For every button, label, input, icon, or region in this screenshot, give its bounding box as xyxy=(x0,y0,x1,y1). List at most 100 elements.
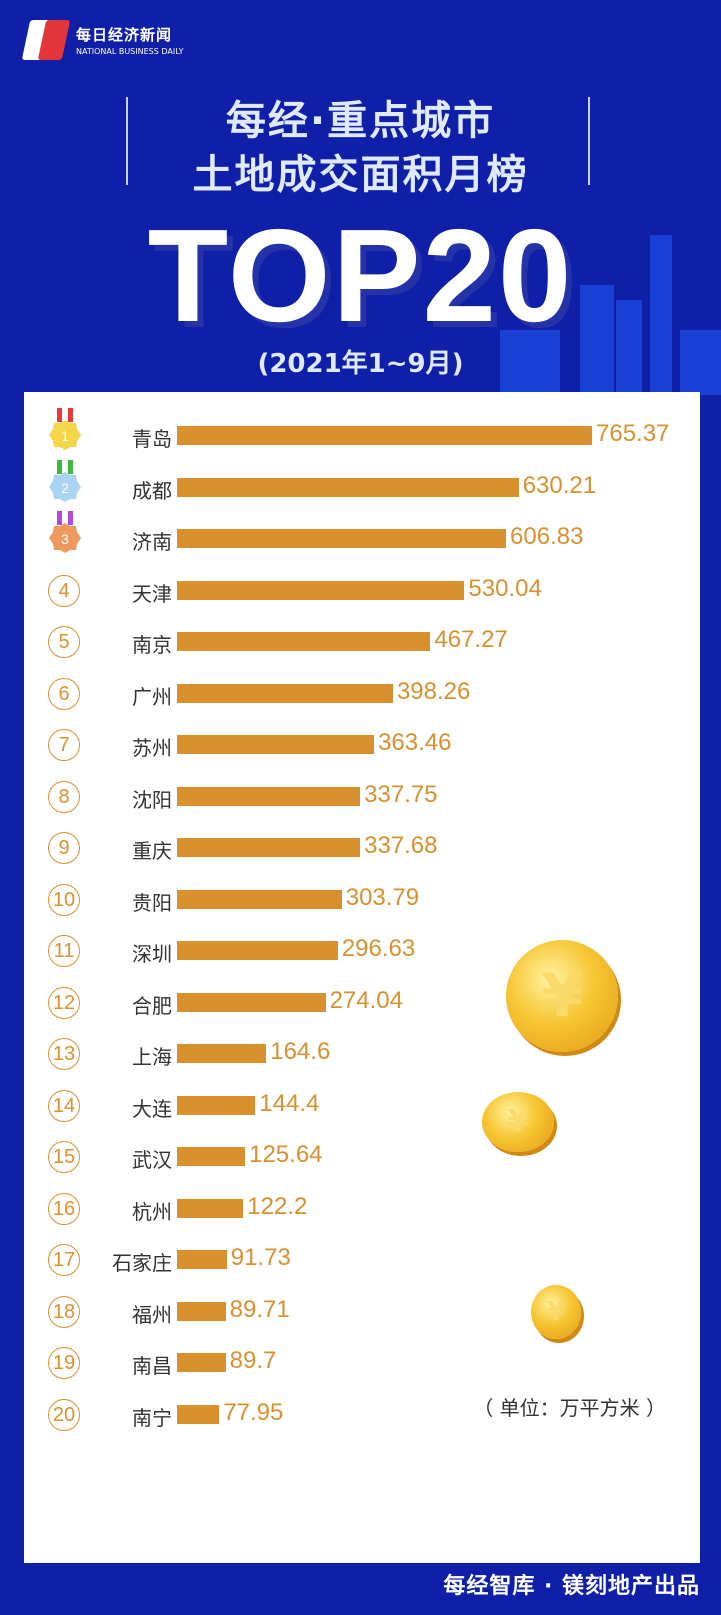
rank-badge: 12 xyxy=(48,986,80,1019)
bar xyxy=(177,1044,267,1063)
rank-badge: 5 xyxy=(48,626,80,658)
bar xyxy=(177,1353,226,1372)
value-label: 363.46 xyxy=(378,729,452,756)
value-label: 91.73 xyxy=(230,1244,291,1271)
rank-badge: 7 xyxy=(48,729,80,761)
value-label: 125.64 xyxy=(249,1141,323,1168)
rank-badge: 9 xyxy=(48,832,80,864)
value-label: 77.95 xyxy=(223,1398,284,1426)
divider-right xyxy=(588,97,590,185)
city-label: 重庆 xyxy=(132,839,172,863)
bar xyxy=(177,1250,227,1269)
value-label: 274.04 xyxy=(329,986,403,1014)
rank-badge: 15 xyxy=(48,1141,80,1173)
chart-row: 6 广州 398.26 xyxy=(24,674,700,714)
medal-rank: 1 xyxy=(61,428,69,444)
value-label: 765.37 xyxy=(596,420,670,447)
bar xyxy=(177,1404,220,1424)
footer-credit: 每经智库 · 镁刻地产出品 xyxy=(443,1574,700,1599)
chart-row: 19 南昌 89.7 xyxy=(24,1343,700,1383)
logo-cn: 每日经济新闻 xyxy=(76,26,173,44)
rank-badge: 6 xyxy=(48,677,80,710)
city-label: 成都 xyxy=(132,478,172,503)
value-label: 122.2 xyxy=(247,1192,308,1220)
coin-icon: ¥ xyxy=(506,940,618,1052)
bar xyxy=(177,632,431,651)
coin-icon: ¥ xyxy=(482,1092,554,1152)
chart-row: 8 沈阳 337.75 xyxy=(24,777,700,817)
bar xyxy=(177,683,393,703)
bar xyxy=(177,941,338,960)
city-label: 福州 xyxy=(132,1302,172,1327)
chart-row: 14 大连 144.4 xyxy=(24,1086,700,1126)
bar xyxy=(177,426,592,445)
value-label: 337.75 xyxy=(364,780,438,808)
city-label: 合肥 xyxy=(132,993,172,1018)
city-label: 南昌 xyxy=(132,1354,172,1378)
medal-rank: 2 xyxy=(61,480,69,496)
bar xyxy=(177,477,519,497)
bar xyxy=(177,889,342,909)
chart-row: 4 天津 530.04 xyxy=(24,571,700,611)
medal-rank: 3 xyxy=(61,531,69,547)
bar xyxy=(177,786,361,806)
skyline-building xyxy=(580,285,614,395)
chart-panel: 1 青岛 765.37 2 成都 630.21 3 济南 606.83 4 天津 530.… xyxy=(24,392,700,1563)
title-line2: 土地成交面积月榜 xyxy=(192,152,529,198)
bar xyxy=(177,735,375,754)
divider-left xyxy=(126,97,128,185)
bar xyxy=(177,838,361,857)
rank-badge: 18 xyxy=(48,1295,80,1328)
bar xyxy=(177,1198,244,1218)
chart-row: 7 苏州 363.46 xyxy=(24,725,700,765)
value-label: 296.63 xyxy=(341,935,416,962)
rank-badge: 8 xyxy=(48,780,80,813)
city-label: 沈阳 xyxy=(132,787,172,812)
chart-row: 12 合肥 274.04 xyxy=(24,983,700,1023)
value-label: 89.7 xyxy=(229,1347,277,1374)
bar xyxy=(177,580,465,600)
city-label: 武汉 xyxy=(132,1148,172,1172)
rank-badge: 11 xyxy=(48,935,80,967)
city-label: 广州 xyxy=(132,684,172,709)
chart-row: 20 南宁 77.95 xyxy=(24,1395,700,1435)
logo-en: NATIONAL BUSINESS DAILY xyxy=(76,47,184,56)
city-label: 南京 xyxy=(132,633,172,657)
chart-row: 13 上海 164.6 xyxy=(24,1034,700,1074)
chart-row: 17 石家庄 91.73 xyxy=(24,1240,700,1280)
bar xyxy=(177,1147,246,1166)
city-label: 杭州 xyxy=(132,1199,172,1224)
value-label: 303.79 xyxy=(345,883,420,911)
medal-1-icon: 1 xyxy=(49,408,81,450)
value-label: 467.27 xyxy=(434,626,508,653)
chart-row: 5 南京 467.27 xyxy=(24,622,700,662)
rank-badge: 16 xyxy=(48,1192,80,1225)
value-label: 530.04 xyxy=(468,574,542,602)
bar xyxy=(177,1095,256,1115)
city-label: 济南 xyxy=(132,530,172,554)
rank-badge: 19 xyxy=(48,1347,80,1379)
city-label: 大连 xyxy=(132,1096,172,1121)
city-label: 苏州 xyxy=(132,736,172,760)
chart-row: 15 武汉 125.64 xyxy=(24,1137,700,1177)
city-label: 青岛 xyxy=(132,427,172,451)
rank-badge: 20 xyxy=(48,1398,80,1431)
rank-badge: 14 xyxy=(48,1089,80,1122)
value-label: 606.83 xyxy=(510,523,584,550)
skyline-building xyxy=(650,235,672,395)
city-label: 上海 xyxy=(132,1045,172,1069)
city-label: 石家庄 xyxy=(112,1251,172,1275)
bar xyxy=(177,529,507,548)
skyline-building xyxy=(680,330,721,395)
chart-row: 18 福州 89.71 xyxy=(24,1292,700,1332)
medal-3-icon: 3 xyxy=(49,511,81,553)
skyline-building xyxy=(500,330,560,395)
title-line1: 每经·重点城市 xyxy=(225,98,496,144)
unit-label: （ 单位：万平方米 ） xyxy=(473,1396,666,1420)
value-label: 89.71 xyxy=(229,1295,290,1323)
city-label: 贵阳 xyxy=(132,890,172,915)
top20-heading: TOP20 xyxy=(147,202,574,349)
rank-badge: 13 xyxy=(48,1038,80,1070)
rank-badge: 10 xyxy=(48,883,80,916)
rank-badge: 4 xyxy=(48,574,80,607)
